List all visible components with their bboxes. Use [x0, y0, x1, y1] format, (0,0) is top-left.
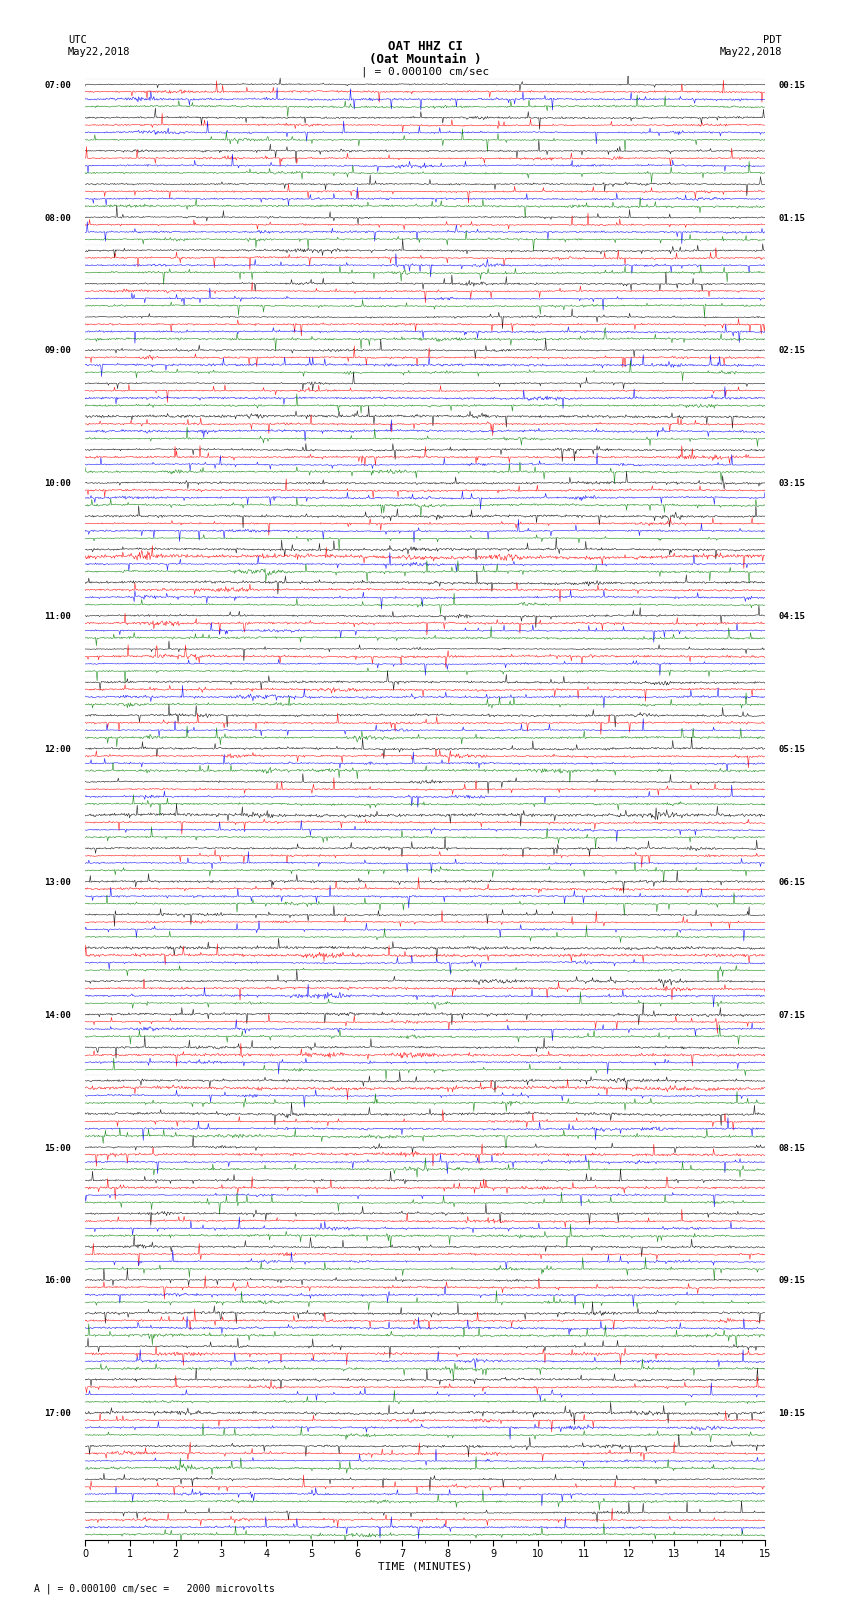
Text: A | = 0.000100 cm/sec =   2000 microvolts: A | = 0.000100 cm/sec = 2000 microvolts [34, 1582, 275, 1594]
Text: 17:00: 17:00 [44, 1410, 71, 1418]
Text: 10:15: 10:15 [779, 1410, 806, 1418]
Text: 09:15: 09:15 [779, 1276, 806, 1286]
Text: OAT HHZ CI: OAT HHZ CI [388, 40, 462, 53]
Text: 07:00: 07:00 [44, 81, 71, 90]
Text: 14:00: 14:00 [44, 1011, 71, 1019]
Text: 06:15: 06:15 [779, 877, 806, 887]
Text: 10:00: 10:00 [44, 479, 71, 489]
Text: | = 0.000100 cm/sec: | = 0.000100 cm/sec [361, 66, 489, 77]
Text: 07:15: 07:15 [779, 1011, 806, 1019]
Text: 13:00: 13:00 [44, 877, 71, 887]
Text: 08:00: 08:00 [44, 213, 71, 223]
Text: 02:15: 02:15 [779, 347, 806, 355]
Text: 05:15: 05:15 [779, 745, 806, 753]
Text: 01:15: 01:15 [779, 213, 806, 223]
Text: UTC
May22,2018: UTC May22,2018 [68, 35, 131, 56]
Text: 08:15: 08:15 [779, 1144, 806, 1153]
Text: (Oat Mountain ): (Oat Mountain ) [369, 53, 481, 66]
Text: 09:00: 09:00 [44, 347, 71, 355]
Text: PDT
May22,2018: PDT May22,2018 [719, 35, 782, 56]
Text: 15:00: 15:00 [44, 1144, 71, 1153]
Text: 00:15: 00:15 [779, 81, 806, 90]
Text: 03:15: 03:15 [779, 479, 806, 489]
Text: 16:00: 16:00 [44, 1276, 71, 1286]
X-axis label: TIME (MINUTES): TIME (MINUTES) [377, 1561, 473, 1571]
Text: 12:00: 12:00 [44, 745, 71, 753]
Text: 04:15: 04:15 [779, 613, 806, 621]
Text: 11:00: 11:00 [44, 613, 71, 621]
